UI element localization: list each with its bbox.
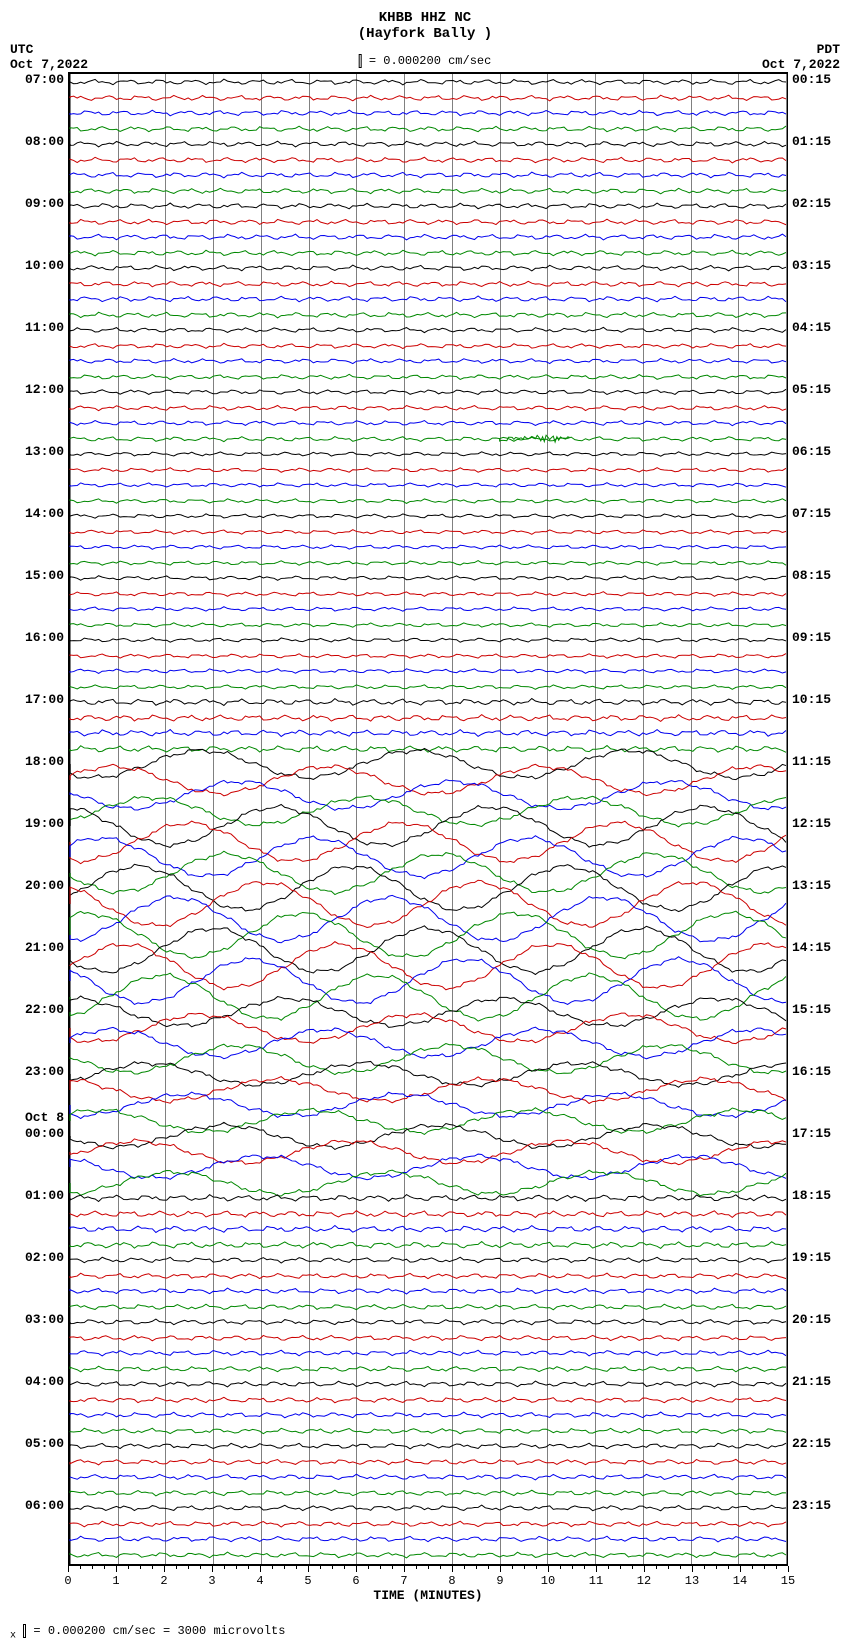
x-tick-label: 13 (685, 1574, 699, 1588)
right-hour-label: 06:15 (792, 444, 831, 459)
right-hour-label: 07:15 (792, 506, 831, 521)
right-hour-label: 22:15 (792, 1436, 831, 1451)
right-hour-label: 19:15 (792, 1250, 831, 1265)
right-hour-label: 23:15 (792, 1498, 831, 1513)
x-tick-label: 3 (208, 1574, 215, 1588)
x-tick-label: 7 (400, 1574, 407, 1588)
right-hour-label: 08:15 (792, 568, 831, 583)
left-hour-label: 05:00 (25, 1436, 64, 1451)
right-hour-label: 10:15 (792, 692, 831, 707)
right-time-axis: 00:15 01:15 02:15 03:15 04:15 05:15 06:15 07:15… (788, 72, 840, 1562)
right-hour-label: 13:15 (792, 878, 831, 893)
x-tick-label: 15 (781, 1574, 795, 1588)
footer-scale: x = 0.000200 cm/sec = 3000 microvolts (10, 1624, 840, 1642)
x-tick-label: 4 (256, 1574, 263, 1588)
x-tick-label: 8 (448, 1574, 455, 1588)
left-hour-label: 22:00 (25, 1002, 64, 1017)
left-tz: UTC (10, 42, 88, 57)
right-hour-label: 18:15 (792, 1188, 831, 1203)
left-hour-label: 06:00 (25, 1498, 64, 1513)
left-hour-label: 23:00 (25, 1064, 64, 1079)
right-hour-label: 01:15 (792, 134, 831, 149)
x-tick-label: 0 (64, 1574, 71, 1588)
x-tick-label: 1 (112, 1574, 119, 1588)
left-hour-label: 09:00 (25, 196, 64, 211)
left-hour-label: 08:00 (25, 134, 64, 149)
left-hour-label: 14:00 (25, 506, 64, 521)
left-day-label: Oct 8 (25, 1110, 64, 1125)
seismogram-container: KHBB HHZ NC (Hayfork Bally ) UTC Oct 7,2… (10, 10, 840, 1642)
right-tz: PDT (762, 42, 840, 57)
left-hour-label: 00:00 (25, 1126, 64, 1141)
left-hour-label: 02:00 (25, 1250, 64, 1265)
x-tick-label: 11 (589, 1574, 603, 1588)
left-time-axis: 07:00 08:00 09:00 10:00 11:00 12:00 13:00 14:00… (10, 72, 68, 1562)
left-hour-label: 10:00 (25, 258, 64, 273)
left-hour-label: 17:00 (25, 692, 64, 707)
right-hour-label: 05:15 (792, 382, 831, 397)
right-hour-label: 09:15 (792, 630, 831, 645)
left-hour-label: 18:00 (25, 754, 64, 769)
left-hour-label: 16:00 (25, 630, 64, 645)
right-hour-label: 00:15 (792, 72, 831, 87)
station-location: (Hayfork Bally ) (10, 26, 840, 42)
x-tick-label: 2 (160, 1574, 167, 1588)
right-hour-label: 17:15 (792, 1126, 831, 1141)
left-hour-label: 01:00 (25, 1188, 64, 1203)
right-hour-label: 12:15 (792, 816, 831, 831)
x-tick-label: 6 (352, 1574, 359, 1588)
x-tick-label: 12 (637, 1574, 651, 1588)
station-code: KHBB HHZ NC (10, 10, 840, 26)
left-hour-label: 21:00 (25, 940, 64, 955)
right-hour-label: 21:15 (792, 1374, 831, 1389)
x-tick-label: 9 (496, 1574, 503, 1588)
right-hour-label: 11:15 (792, 754, 831, 769)
right-hour-label: 03:15 (792, 258, 831, 273)
right-hour-label: 16:15 (792, 1064, 831, 1079)
x-tick-label: 5 (304, 1574, 311, 1588)
left-hour-label: 03:00 (25, 1312, 64, 1327)
right-hour-label: 02:15 (792, 196, 831, 211)
helicorder-plot (68, 72, 788, 1566)
left-hour-label: 04:00 (25, 1374, 64, 1389)
right-hour-label: 20:15 (792, 1312, 831, 1327)
plot-wrap: 07:00 08:00 09:00 10:00 11:00 12:00 13:00 14:00… (10, 72, 840, 1566)
x-axis: TIME (MINUTES) 0123456789101112131415 (68, 1566, 788, 1606)
x-tick-label: 10 (541, 1574, 555, 1588)
left-hour-label: 11:00 (25, 320, 64, 335)
left-hour-label: 20:00 (25, 878, 64, 893)
footer-text: = 0.000200 cm/sec = 3000 microvolts (33, 1624, 285, 1638)
x-axis-title: TIME (MINUTES) (373, 1588, 482, 1603)
left-hour-label: 15:00 (25, 568, 64, 583)
right-hour-label: 04:15 (792, 320, 831, 335)
left-hour-label: 12:00 (25, 382, 64, 397)
right-hour-label: 15:15 (792, 1002, 831, 1017)
left-hour-label: 19:00 (25, 816, 64, 831)
left-hour-label: 13:00 (25, 444, 64, 459)
x-tick-label: 14 (733, 1574, 747, 1588)
left-hour-label: 07:00 (25, 72, 64, 87)
right-hour-label: 14:15 (792, 940, 831, 955)
